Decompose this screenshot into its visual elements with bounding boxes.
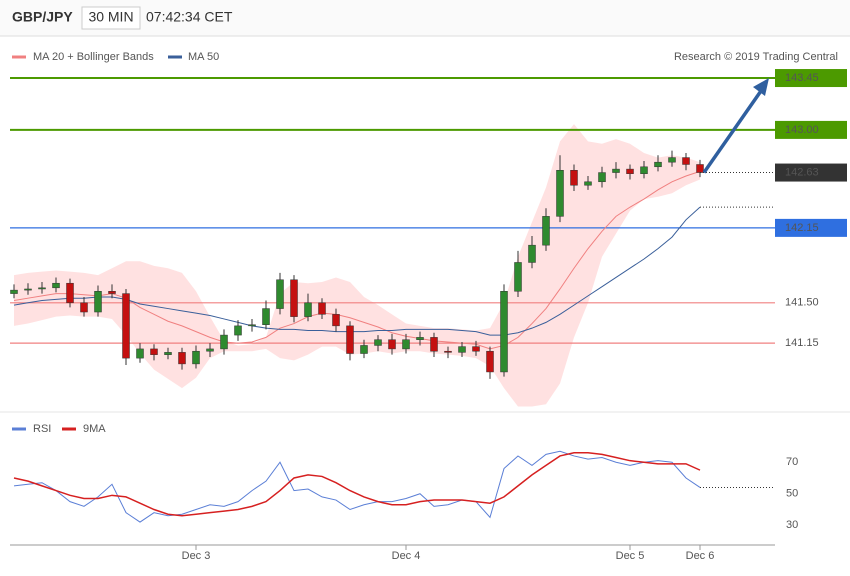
indicator-line — [13, 450, 701, 523]
candle-body — [612, 168, 620, 173]
legend-label: RSI — [33, 423, 51, 435]
candle-body — [430, 337, 438, 352]
x-tick-label: Dec 4 — [392, 550, 421, 562]
candle-body — [528, 244, 536, 263]
clock: 07:42:34 CET — [146, 9, 233, 25]
x-tick-label: Dec 5 — [616, 550, 645, 562]
candle-body — [136, 348, 144, 359]
level-label: 143.00 — [785, 124, 819, 136]
candle-body — [206, 348, 214, 352]
candle-body — [248, 324, 256, 327]
y-tick-label: 30 — [786, 519, 798, 531]
candle-body — [262, 308, 270, 325]
indicator-line — [13, 452, 701, 517]
candle-body — [108, 291, 116, 294]
header-bar — [0, 0, 850, 36]
candle-body — [318, 302, 326, 315]
candle-body — [416, 337, 424, 340]
target-arrow-head — [753, 78, 769, 97]
candle-body — [696, 164, 704, 173]
candle-body — [668, 157, 676, 163]
candle-body — [24, 288, 32, 291]
candle-body — [444, 350, 452, 353]
candle-body — [10, 289, 18, 294]
candle-body — [570, 169, 578, 186]
y-tick-label: 50 — [786, 488, 798, 500]
legend-label: MA 20 + Bollinger Bands — [33, 51, 154, 63]
candle-body — [220, 334, 228, 350]
last-price-label: 142.63 — [785, 166, 819, 178]
candle-body — [164, 352, 172, 355]
candle-body — [542, 216, 550, 246]
y-tick-label: 70 — [786, 456, 798, 468]
last-price-box — [775, 163, 847, 182]
candle-body — [360, 345, 368, 354]
bollinger-band — [14, 124, 700, 407]
candle-body — [486, 350, 494, 373]
candle-body — [122, 293, 130, 359]
candle-body — [472, 346, 480, 352]
level-box — [775, 218, 847, 237]
candle-body — [178, 352, 186, 365]
symbol: GBP/JPY — [12, 9, 73, 25]
candle-body — [66, 282, 74, 304]
candle-body — [52, 282, 60, 289]
candle-body — [234, 325, 242, 336]
candle-body — [304, 302, 312, 317]
x-tick-label: Dec 6 — [686, 550, 715, 562]
level-box — [775, 120, 847, 139]
candle-body — [584, 181, 592, 186]
candle-body — [500, 291, 508, 373]
candle-body — [598, 172, 606, 183]
timeframe: 30 MIN — [88, 9, 133, 25]
candle-body — [514, 262, 522, 292]
candle-body — [38, 287, 46, 290]
legend-label: MA 50 — [188, 51, 219, 63]
candle-body — [556, 169, 564, 217]
candle-body — [640, 166, 648, 174]
candle-body — [290, 279, 298, 317]
candle-body — [654, 161, 662, 168]
level-label: 141.15 — [785, 337, 819, 349]
candle-body — [150, 348, 158, 355]
candle-body — [458, 346, 466, 353]
candle-body — [682, 157, 690, 165]
target-arrow — [702, 87, 765, 174]
level-label: 142.15 — [785, 222, 819, 234]
candle-body — [94, 291, 102, 313]
candle-body — [332, 314, 340, 327]
candle-body — [192, 350, 200, 365]
level-label: 143.45 — [785, 72, 819, 84]
candle-body — [388, 339, 396, 350]
candle-body — [402, 339, 410, 350]
timeframe-box — [81, 6, 141, 30]
level-box — [775, 69, 847, 88]
credit: Research © 2019 Trading Central — [674, 51, 838, 63]
candle-body — [374, 339, 382, 346]
x-tick-label: Dec 3 — [182, 550, 211, 562]
candle-body — [276, 279, 284, 309]
candle-body — [80, 302, 88, 313]
legend-label: 9MA — [83, 423, 106, 435]
candle-body — [346, 325, 354, 354]
candle-body — [626, 168, 634, 174]
level-label: 141.50 — [785, 297, 819, 309]
